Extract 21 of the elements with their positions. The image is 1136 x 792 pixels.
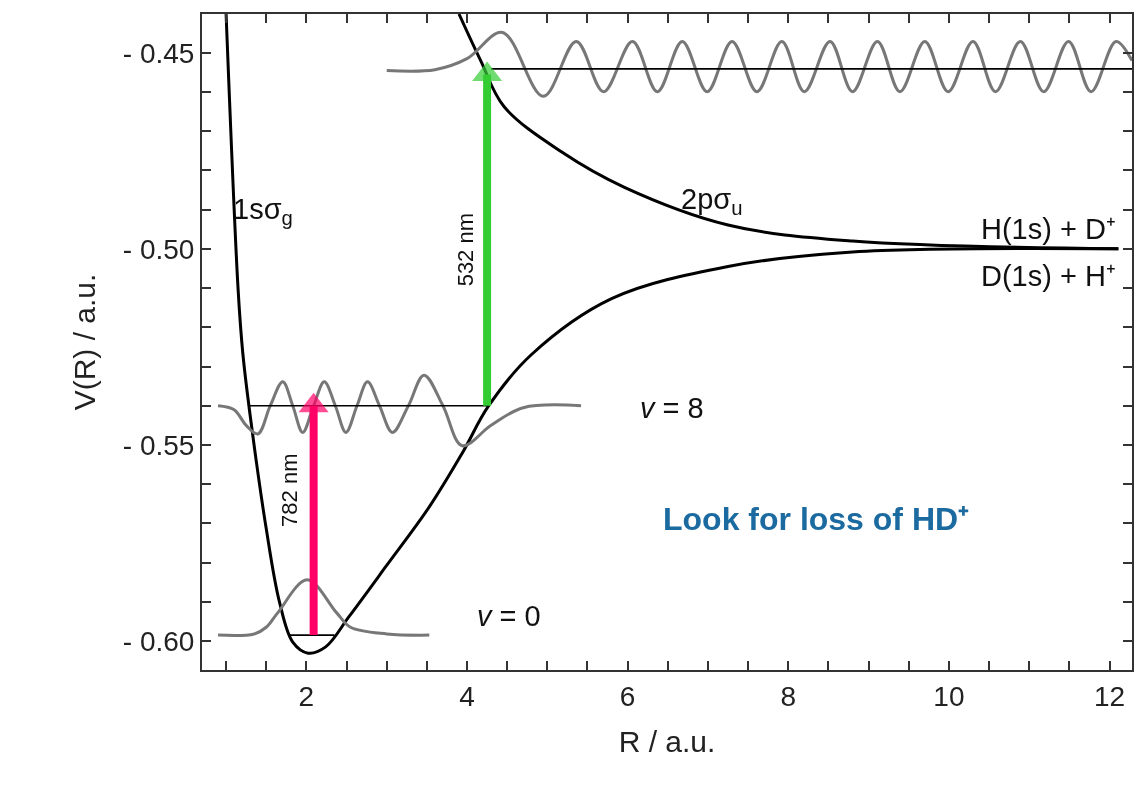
y-tick-label: - 0.45 xyxy=(122,37,195,69)
x-tick-label: 2 xyxy=(298,680,315,712)
x-tick-label: 10 xyxy=(933,680,965,712)
x-tick-label: 12 xyxy=(1093,680,1126,712)
annotation: 532 nm xyxy=(453,212,479,287)
y-tick-label: - 0.50 xyxy=(122,233,195,265)
x-tick-label: 8 xyxy=(780,680,797,712)
x-tick-label: 4 xyxy=(459,680,475,712)
x-tick-label: 6 xyxy=(619,680,636,712)
annotation: Look for loss of HD⁺ xyxy=(663,501,970,537)
annotation: H(1s) + D⁺ xyxy=(981,213,1116,245)
y-axis-title: V(R) / a.u. xyxy=(68,273,102,411)
y-tick-label: - 0.60 xyxy=(122,625,195,657)
annotation: 2pσ$_{u}$ xyxy=(681,183,743,220)
y-tick-label: - 0.55 xyxy=(122,429,195,461)
annotation: 782 nm xyxy=(276,453,302,527)
annotation: D(1s) + H⁺ xyxy=(981,260,1116,292)
annotation: 1sσ$_{g}$ xyxy=(233,193,293,230)
annotation: v = 0 xyxy=(477,600,541,632)
x-axis-title: R / a.u. xyxy=(618,724,716,758)
annotation: v = 8 xyxy=(640,392,704,424)
